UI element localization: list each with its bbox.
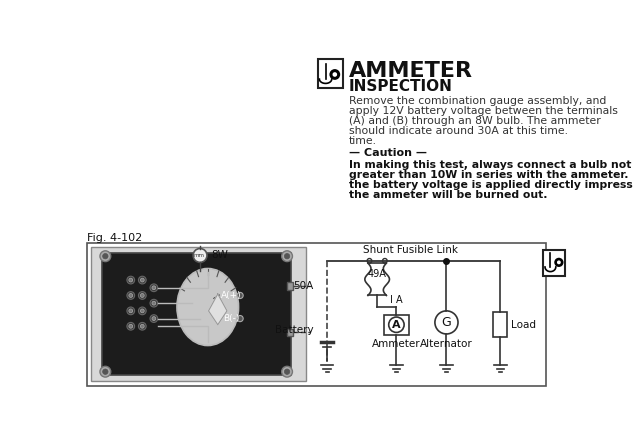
Text: the ammeter will be burned out.: the ammeter will be burned out.	[349, 190, 547, 200]
Circle shape	[557, 261, 561, 264]
Text: INSPECTION: INSPECTION	[349, 79, 453, 94]
Text: — Caution —: — Caution —	[349, 149, 427, 158]
Circle shape	[284, 254, 290, 259]
Circle shape	[150, 299, 158, 307]
Text: A: A	[392, 320, 401, 330]
Text: Load: Load	[511, 320, 536, 330]
Ellipse shape	[177, 269, 239, 345]
Text: A(+): A(+)	[220, 291, 241, 300]
Circle shape	[329, 69, 340, 80]
Bar	[287, 282, 293, 290]
Bar	[384, 315, 409, 335]
Text: Shunt Fusible Link: Shunt Fusible Link	[363, 246, 458, 255]
Circle shape	[152, 286, 156, 290]
Circle shape	[129, 309, 133, 313]
Text: apply 12V battery voltage between the terminals: apply 12V battery voltage between the te…	[349, 106, 618, 116]
Bar	[103, 253, 291, 375]
Bar	[287, 329, 293, 336]
Circle shape	[284, 369, 290, 374]
Circle shape	[103, 254, 108, 259]
Text: In making this test, always connect a bulb not: In making this test, always connect a bu…	[349, 160, 631, 170]
Text: greater than 10W in series with the ammeter. If: greater than 10W in series with the amme…	[349, 170, 633, 180]
Circle shape	[100, 251, 111, 262]
Bar	[92, 247, 306, 381]
Bar	[87, 243, 546, 385]
Circle shape	[129, 294, 133, 297]
Circle shape	[237, 292, 243, 299]
Bar	[544, 250, 565, 276]
Circle shape	[150, 284, 158, 292]
Circle shape	[129, 278, 133, 282]
Circle shape	[389, 317, 404, 333]
Circle shape	[129, 324, 133, 328]
Circle shape	[152, 301, 156, 305]
Text: G: G	[442, 316, 451, 329]
Circle shape	[103, 369, 108, 374]
Circle shape	[139, 307, 146, 315]
Polygon shape	[208, 294, 227, 325]
Text: should indicate around 30A at this time.: should indicate around 30A at this time.	[349, 126, 568, 136]
Text: 8W: 8W	[211, 250, 228, 261]
Circle shape	[152, 317, 156, 321]
Circle shape	[100, 366, 111, 377]
Text: Fig. 4-102: Fig. 4-102	[87, 233, 142, 243]
Circle shape	[435, 311, 458, 334]
Text: AMMETER: AMMETER	[349, 60, 473, 81]
Circle shape	[367, 258, 372, 263]
Text: Battery: Battery	[275, 325, 313, 335]
Text: Alternator: Alternator	[420, 339, 473, 348]
Circle shape	[555, 258, 563, 267]
Text: I A: I A	[390, 295, 403, 306]
Circle shape	[141, 294, 144, 297]
Circle shape	[382, 258, 387, 263]
Text: B(-): B(-)	[223, 314, 239, 323]
Circle shape	[139, 276, 146, 284]
Text: (A) and (B) through an 8W bulb. The ammeter: (A) and (B) through an 8W bulb. The amme…	[349, 116, 601, 126]
Circle shape	[127, 276, 135, 284]
Circle shape	[127, 307, 135, 315]
Text: time.: time.	[349, 136, 377, 146]
Text: the battery voltage is applied directly impressed,: the battery voltage is applied directly …	[349, 180, 633, 190]
Circle shape	[237, 315, 243, 321]
Circle shape	[127, 322, 135, 330]
Circle shape	[141, 324, 144, 328]
Circle shape	[150, 315, 158, 322]
Bar	[494, 312, 507, 337]
Text: 49A: 49A	[368, 269, 387, 280]
Circle shape	[141, 278, 144, 282]
Circle shape	[282, 251, 292, 262]
Circle shape	[127, 292, 135, 299]
Circle shape	[139, 322, 146, 330]
Text: Remove the combination gauge assembly, and: Remove the combination gauge assembly, a…	[349, 96, 606, 106]
Circle shape	[193, 248, 207, 262]
Text: Ammeter: Ammeter	[372, 339, 421, 348]
Bar	[318, 59, 342, 88]
Text: mm: mm	[194, 253, 205, 258]
Circle shape	[141, 309, 144, 313]
Circle shape	[282, 366, 292, 377]
Circle shape	[332, 72, 337, 77]
Text: 50A: 50A	[293, 281, 313, 291]
Circle shape	[139, 292, 146, 299]
